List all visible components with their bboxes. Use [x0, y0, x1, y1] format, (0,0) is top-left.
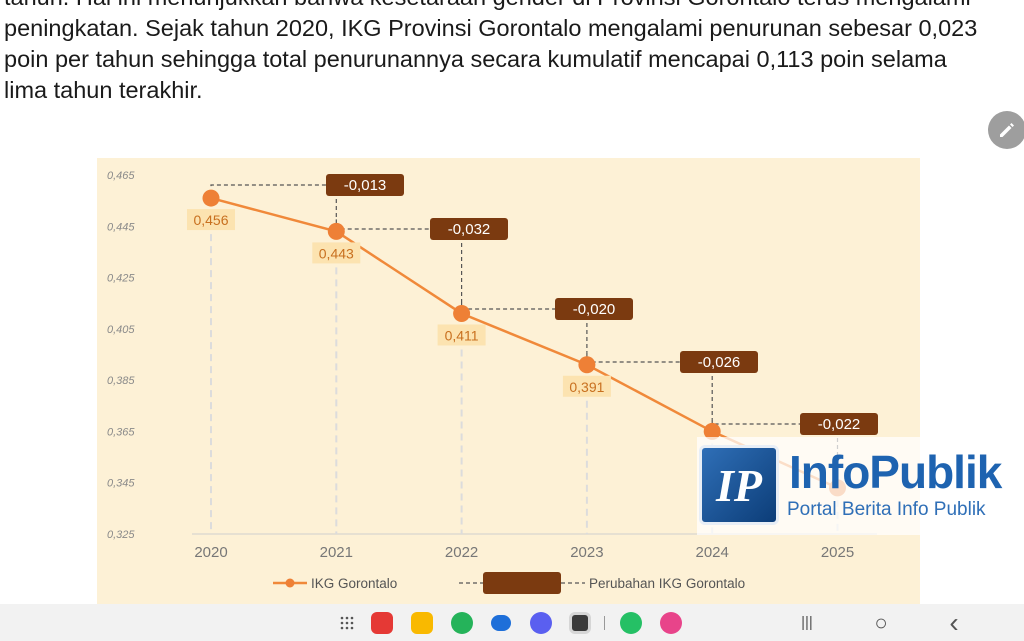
value-label-bg — [312, 242, 361, 264]
browser-icon[interactable] — [530, 612, 552, 634]
flipboard-icon[interactable] — [371, 612, 393, 634]
phone-icon[interactable] — [451, 612, 473, 634]
change-badge — [680, 351, 758, 373]
change-badge — [555, 298, 633, 320]
y-tick-label: 0,385 — [107, 375, 135, 387]
camera-icon[interactable] — [569, 612, 591, 634]
article-line: tahun. Hal ini menunjukkan bahwa kesetar… — [4, 0, 1024, 13]
messages-icon[interactable] — [491, 615, 511, 631]
value-label: 0,411 — [445, 327, 479, 343]
watermark-title: InfoPublik — [789, 446, 1002, 498]
notes-icon[interactable] — [411, 612, 433, 634]
value-label: 0,443 — [319, 245, 354, 261]
y-tick-label: 0,425 — [107, 273, 135, 285]
article-text: tahun. Hal ini menunjukkan bahwa kesetar… — [4, 0, 1024, 106]
app-drawer-icon[interactable] — [336, 604, 358, 641]
dock-divider — [604, 616, 605, 630]
ikg-chart: 0,465 0,445 0,425 0,405 0,385 0,365 0,345 0,325… — [107, 170, 878, 594]
home-button[interactable]: ○ — [874, 609, 888, 635]
legend-label-ikg: IKG Gorontalo — [311, 576, 397, 591]
change-badge — [326, 174, 404, 196]
article-line: poin per tahun sehingga total penurunann… — [4, 46, 947, 72]
legend-point-swatch — [285, 578, 295, 588]
legend-label-change: Perubahan IKG Gorontalo — [589, 576, 745, 591]
y-tick-label: 0,325 — [107, 529, 135, 541]
pencil-icon — [1000, 123, 1014, 137]
x-tick-label: 2021 — [320, 544, 353, 561]
article-line: peningkatan. Sejak tahun 2020, IKG Provi… — [4, 15, 978, 41]
x-tick-label: 2022 — [445, 544, 478, 561]
data-point — [202, 189, 220, 207]
edit-button[interactable] — [988, 111, 1024, 149]
x-tick-label: 2024 — [696, 544, 729, 561]
change-label: -0,013 — [344, 177, 387, 194]
value-label-bg — [562, 375, 611, 397]
change-connector — [210, 184, 337, 220]
back-button[interactable]: ‹ — [949, 606, 959, 638]
legend-badge-swatch — [483, 572, 561, 594]
x-tick-label: 2023 — [570, 544, 603, 561]
change-label: -0,032 — [448, 221, 491, 238]
data-point — [327, 222, 345, 240]
x-tick-label: 2025 — [821, 544, 854, 561]
y-tick-label: 0,465 — [107, 170, 135, 182]
change-label: -0,020 — [573, 301, 616, 318]
recents-button[interactable]: ||| — [801, 614, 813, 631]
value-label-bg — [437, 324, 486, 346]
data-point — [453, 304, 471, 322]
y-tick-label: 0,345 — [107, 478, 135, 490]
value-label: 0,456 — [193, 212, 228, 228]
whatsapp-icon[interactable] — [620, 612, 642, 634]
infopublik-watermark: IP InfoPublik Portal Berita Info Publik — [697, 437, 1017, 535]
gallery-icon[interactable] — [660, 612, 682, 634]
data-point — [578, 356, 596, 374]
system-navbar: ||| ○ ‹ — [0, 604, 1024, 641]
watermark-subtitle: Portal Berita Info Publik — [787, 499, 986, 520]
change-label: -0,022 — [818, 416, 861, 433]
change-label: -0,026 — [698, 354, 741, 371]
y-tick-label: 0,405 — [107, 324, 135, 336]
value-label: 0,391 — [569, 379, 604, 395]
y-tick-label: 0,445 — [107, 221, 135, 233]
y-tick-label: 0,365 — [107, 426, 135, 438]
value-label-bg — [187, 209, 235, 231]
chart-container: 0,465 0,445 0,425 0,405 0,385 0,365 0,345 0,325… — [97, 158, 920, 604]
article-line: lima tahun terakhir. — [4, 77, 203, 103]
change-badge — [800, 413, 878, 435]
change-badge — [430, 218, 508, 240]
x-tick-label: 2020 — [194, 544, 227, 561]
data-point — [703, 422, 721, 440]
infopublik-logo-icon: IP — [699, 445, 779, 525]
